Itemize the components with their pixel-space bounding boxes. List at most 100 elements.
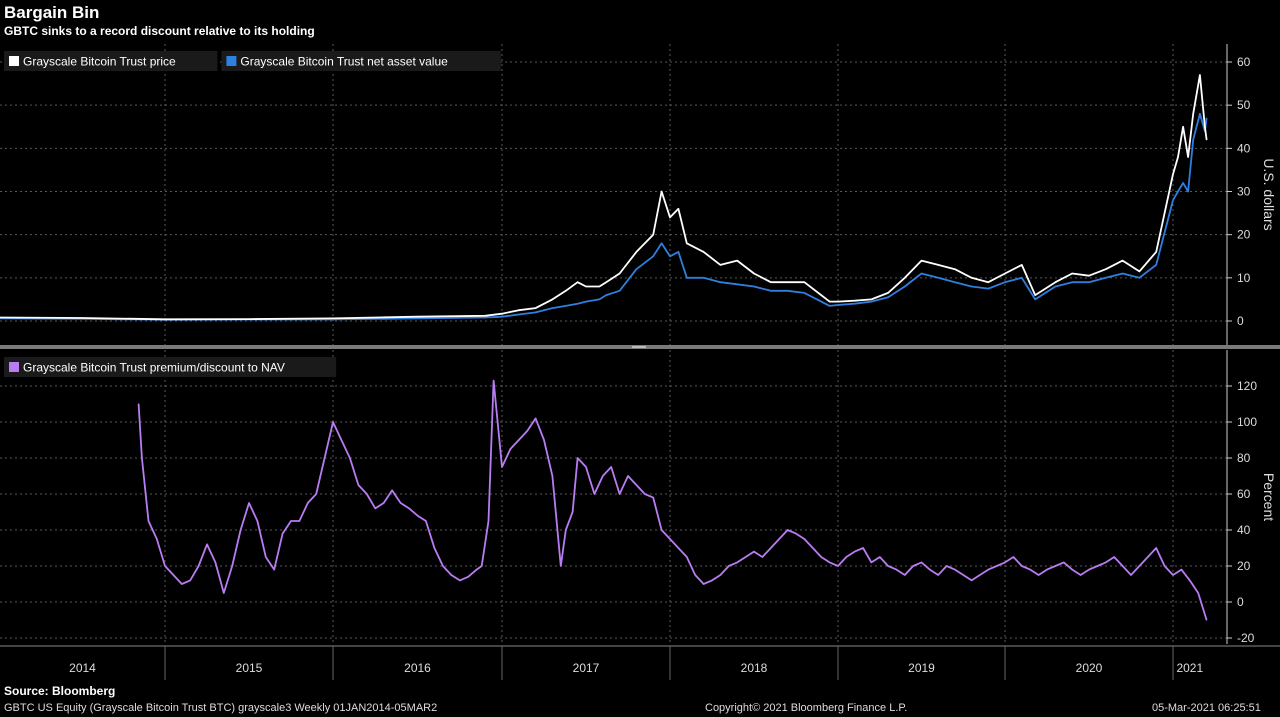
legend-label: Grayscale Bitcoin Trust net asset value: [240, 55, 448, 69]
data-point: [920, 272, 923, 275]
data-point: [904, 285, 906, 288]
data-point: [1192, 139, 1194, 141]
data-point: [761, 556, 764, 558]
data-point: [770, 290, 772, 292]
chart-subtitle: GBTC sinks to a record discount relative…: [4, 24, 315, 38]
legend-swatch: [226, 56, 237, 66]
data-point: [711, 579, 713, 582]
data-point: [1187, 156, 1189, 158]
data-point: [677, 208, 680, 210]
data-point: [1182, 126, 1184, 128]
data-point: [812, 547, 814, 549]
y-tick-label: 80: [1237, 451, 1251, 465]
data-point: [518, 309, 520, 311]
data-point: [1071, 569, 1073, 571]
data-point: [141, 457, 143, 459]
data-point: [829, 301, 831, 303]
data-point: [1206, 619, 1208, 621]
data-point: [753, 272, 755, 275]
data-point: [1063, 561, 1065, 564]
legend-item-bg: [4, 51, 218, 71]
y-tick-label: 40: [1237, 523, 1251, 537]
x-tick-label: 2018: [741, 661, 768, 675]
data-point: [408, 507, 410, 509]
data-point: [954, 569, 956, 571]
data-point: [1038, 574, 1040, 576]
data-point: [273, 569, 275, 571]
data-point: [820, 301, 822, 303]
data-point: [1034, 298, 1036, 300]
legend-label: Grayscale Bitcoin Trust premium/discount…: [23, 361, 285, 375]
data-point: [493, 380, 495, 382]
data-point: [703, 583, 705, 585]
data-point: [198, 565, 200, 567]
panel-divider-handle: [632, 346, 646, 348]
data-point: [1206, 117, 1208, 119]
data-point: [719, 264, 722, 266]
data-point: [383, 502, 385, 504]
data-point: [912, 565, 914, 567]
data-point: [1029, 569, 1031, 571]
data-point: [332, 421, 334, 423]
data-point: [138, 403, 140, 405]
data-point: [501, 316, 503, 318]
data-point: [1105, 268, 1107, 270]
data-point: [954, 281, 956, 283]
data-point: [1177, 156, 1179, 158]
data-point: [357, 484, 359, 486]
data-point: [551, 475, 554, 477]
data-point: [694, 574, 696, 576]
y-tick-label: 120: [1237, 379, 1257, 393]
data-point: [887, 565, 889, 567]
data-point: [565, 305, 567, 307]
data-point: [518, 439, 520, 441]
data-point: [703, 251, 705, 253]
x-tick-label: 2014: [69, 661, 96, 675]
data-point: [433, 547, 435, 549]
data-point: [719, 281, 722, 283]
data-point: [598, 298, 601, 300]
data-point: [206, 543, 208, 545]
data-point: [971, 579, 973, 582]
data-point: [1088, 569, 1090, 571]
data-point: [652, 255, 654, 257]
data-point: [1138, 277, 1140, 279]
data-point: [1138, 565, 1140, 567]
data-point: [315, 493, 317, 495]
data-point: [265, 556, 267, 558]
y-tick-label: 10: [1237, 271, 1251, 285]
data-point: [669, 255, 671, 257]
data-point: [256, 520, 258, 522]
data-point: [753, 551, 755, 553]
y-axis-label: Percent: [1261, 473, 1277, 521]
data-point: [577, 457, 579, 459]
data-point: [887, 292, 889, 294]
x-axis: 2014 2015 2016 2017 2018 2019 2020 2021: [0, 645, 1280, 680]
data-point: [572, 511, 574, 513]
data-point: [481, 565, 483, 567]
data-point: [189, 579, 191, 582]
data-point: [619, 272, 621, 275]
data-point: [1199, 74, 1201, 76]
data-point: [954, 268, 956, 270]
data-point: [987, 281, 989, 283]
data-point: [1071, 272, 1073, 275]
y-tick-label: 60: [1237, 487, 1251, 501]
data-point: [577, 281, 579, 283]
data-point: [223, 592, 225, 594]
data-point: [837, 565, 839, 567]
data-point: [870, 301, 873, 303]
data-point: [677, 251, 680, 253]
data-point: [324, 457, 326, 459]
data-point: [854, 303, 856, 305]
data-point: [870, 298, 873, 300]
data-point: [349, 457, 351, 459]
data-point: [787, 290, 789, 292]
data-point: [962, 574, 964, 576]
data-point: [820, 556, 822, 558]
data-point: [450, 574, 452, 576]
y-tick-label: 20: [1237, 228, 1251, 242]
data-point: [290, 520, 292, 522]
legend-item-bg: [221, 51, 501, 71]
ticker-info: GBTC US Equity (Grayscale Bitcoin Trust …: [4, 702, 438, 714]
